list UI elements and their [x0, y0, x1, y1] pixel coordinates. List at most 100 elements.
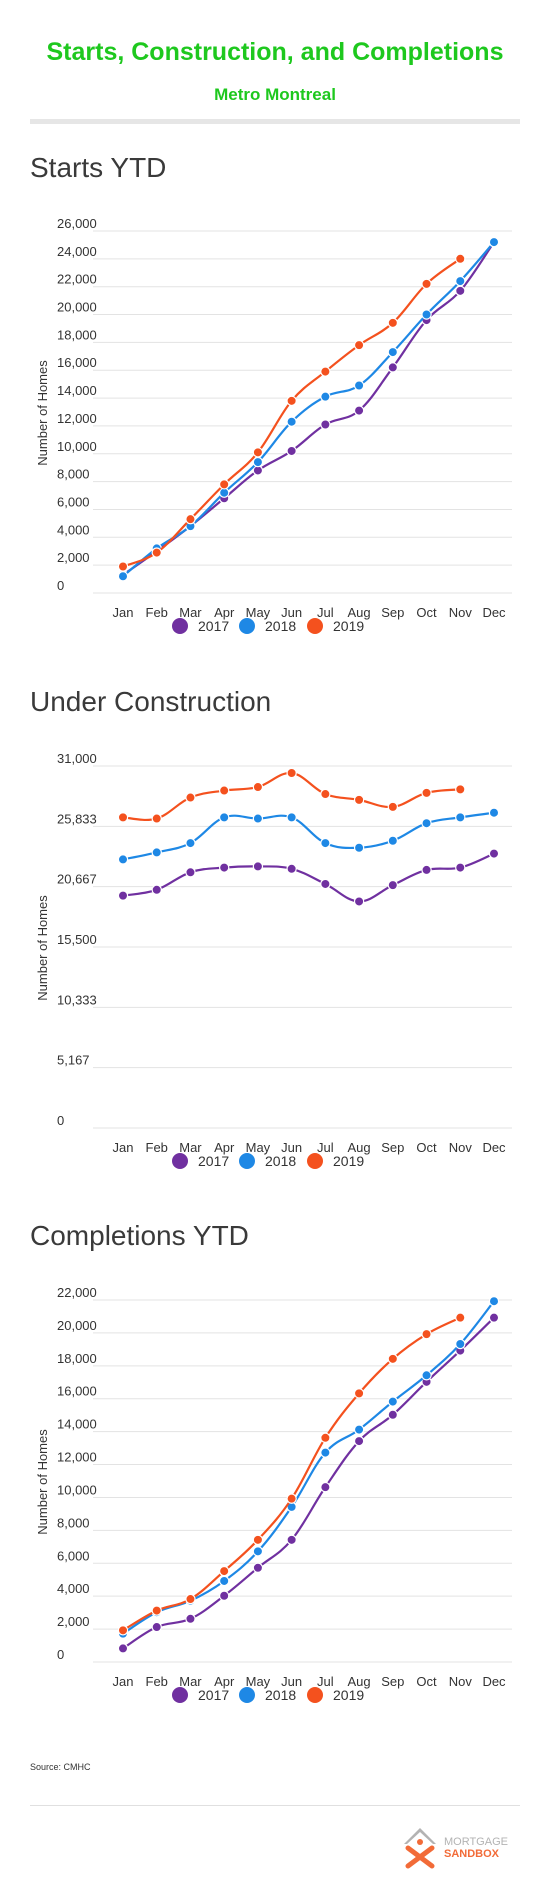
y-tick-label: 8,000 [57, 467, 90, 482]
legend-marker-2019 [307, 618, 323, 634]
data-point-2018 [421, 1370, 432, 1381]
data-point-2019 [117, 1625, 129, 1636]
x-tick-label: Mar [179, 1140, 202, 1155]
chart-completions: 0 2,000 4,000 6,000 8,000 10,000 12,000 14,000 1… [0, 1277, 550, 1707]
data-point-2017 [320, 878, 331, 890]
legend-label-2019: 2019 [333, 1687, 364, 1703]
data-point-2019 [387, 801, 399, 813]
x-tick-label: May [246, 1674, 271, 1689]
y-tick-label: 20,000 [57, 300, 97, 315]
data-point-2017 [387, 879, 399, 891]
x-tick-label: Aug [348, 605, 371, 620]
data-point-2019 [151, 813, 162, 824]
data-point-2017 [218, 862, 230, 873]
chart-title-completions: Completions YTD [30, 1220, 249, 1251]
data-point-2018 [218, 1575, 230, 1587]
logo: MORTGAGE SANDBOX [400, 1822, 510, 1872]
data-point-2018 [286, 416, 297, 427]
y-axis-label: Number of Homes [35, 1429, 50, 1535]
data-point-2018 [252, 813, 264, 824]
x-tick-label: Mar [179, 605, 202, 620]
y-tick-label: 0 [57, 1647, 64, 1662]
y-tick-label: 10,333 [57, 992, 97, 1007]
data-point-2019 [421, 1328, 432, 1340]
x-tick-label: Feb [146, 605, 168, 620]
data-point-2019 [286, 767, 297, 779]
legend-label-2018: 2018 [265, 1153, 296, 1169]
series-line-2018 [122, 811, 495, 861]
data-point-2017 [488, 848, 500, 859]
x-tick-label: Apr [214, 605, 235, 620]
y-tick-label: 16,000 [57, 1384, 97, 1399]
data-point-2019 [387, 1353, 399, 1365]
y-tick-label: 8,000 [57, 1515, 90, 1530]
data-point-2018 [353, 1424, 365, 1435]
data-point-2017 [286, 863, 297, 874]
x-tick-label: Sep [381, 1140, 404, 1155]
data-point-2017 [387, 362, 399, 373]
legend-marker-2019 [307, 1153, 323, 1169]
y-tick-label: 24,000 [57, 244, 97, 259]
data-point-2017 [320, 1481, 331, 1493]
data-point-2017 [286, 445, 297, 457]
series-line-2019 [122, 257, 461, 568]
x-tick-label: Aug [348, 1140, 371, 1155]
x-tick-label: May [246, 605, 271, 620]
y-tick-label: 20,667 [57, 872, 97, 887]
x-tick-label: Dec [482, 1674, 506, 1689]
y-tick-label: 6,000 [57, 494, 90, 509]
data-point-2018 [455, 275, 466, 287]
legend-label-2017: 2017 [198, 1153, 229, 1169]
y-tick-label: 5,167 [57, 1053, 90, 1068]
y-tick-label: 14,000 [57, 383, 97, 398]
data-point-2019 [185, 513, 196, 525]
data-point-2017 [151, 1621, 162, 1633]
data-point-2018 [488, 807, 500, 818]
series-line-2019 [122, 1316, 461, 1632]
data-point-2018 [455, 812, 466, 823]
legend-label-2019: 2019 [333, 1153, 364, 1169]
y-tick-label: 12,000 [57, 411, 97, 426]
x-tick-label: Oct [416, 1674, 437, 1689]
data-point-2017 [185, 867, 196, 878]
data-point-2019 [252, 447, 264, 458]
y-tick-label: 6,000 [57, 1548, 90, 1563]
x-tick-label: Jan [113, 605, 134, 620]
data-point-2019 [320, 1432, 331, 1443]
data-point-2018 [218, 812, 230, 823]
x-tick-label: Mar [179, 1674, 202, 1689]
y-tick-label: 0 [57, 1113, 64, 1128]
data-point-2019 [151, 1605, 162, 1616]
data-point-2018 [320, 1447, 331, 1458]
x-tick-label: Nov [449, 605, 473, 620]
data-point-2019 [185, 792, 196, 803]
data-point-2018 [151, 847, 162, 858]
x-tick-label: Jun [281, 1140, 302, 1155]
y-axis-label: Number of Homes [35, 895, 50, 1001]
data-point-2018 [387, 1396, 399, 1407]
legend-marker-2018 [239, 1153, 255, 1169]
y-tick-label: 14,000 [57, 1417, 97, 1432]
y-tick-label: 4,000 [57, 522, 90, 537]
data-point-2019 [455, 253, 466, 265]
data-point-2019 [151, 547, 162, 558]
data-point-2019 [218, 479, 230, 490]
x-tick-label: Sep [381, 605, 404, 620]
x-tick-label: Apr [214, 1674, 235, 1689]
logo-line2: SANDBOX [444, 1848, 500, 1860]
data-point-2018 [353, 380, 365, 391]
legend-label-2017: 2017 [198, 618, 229, 634]
chart-title-starts: Starts YTD [30, 152, 167, 183]
data-point-2017 [286, 1534, 297, 1546]
y-tick-label: 12,000 [57, 1450, 97, 1465]
data-point-2018 [421, 818, 432, 829]
data-point-2017 [488, 1312, 500, 1323]
logo-text: MORTGAGE SANDBOX [444, 1836, 508, 1860]
data-point-2018 [320, 837, 331, 849]
x-tick-label: Jan [113, 1140, 134, 1155]
footer-divider [30, 1805, 520, 1806]
data-point-2018 [117, 854, 129, 865]
x-tick-label: Dec [482, 605, 506, 620]
data-point-2019 [353, 1388, 365, 1399]
x-tick-label: Nov [449, 1140, 473, 1155]
